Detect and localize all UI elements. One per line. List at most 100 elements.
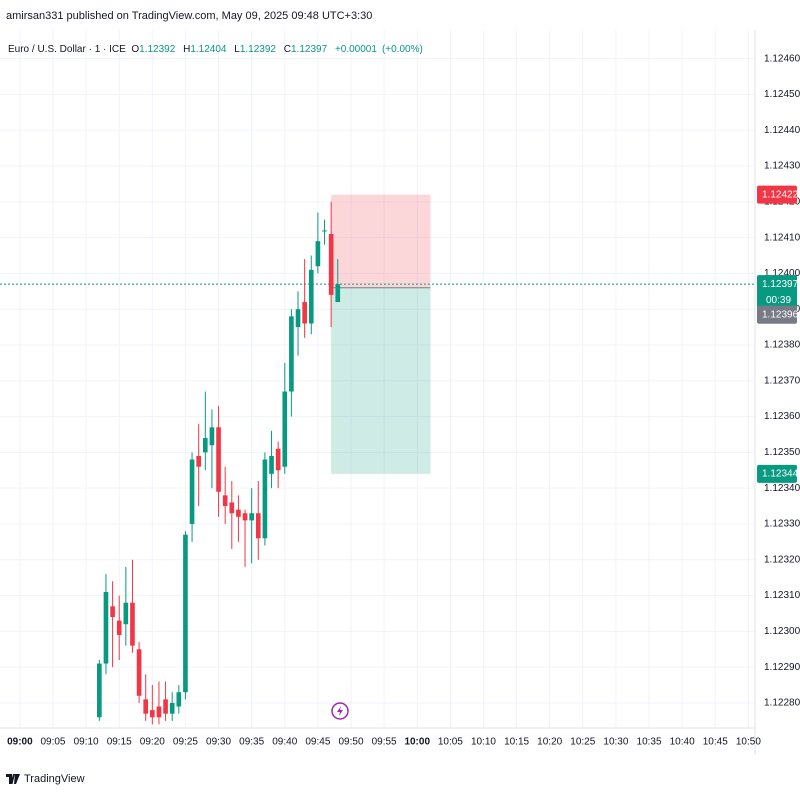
candle-body: [262, 459, 268, 539]
x-tick-label: 10:40: [670, 737, 695, 748]
candle-body: [209, 427, 215, 446]
x-tick-label: 10:20: [537, 737, 562, 748]
candle-body: [242, 513, 248, 521]
c-value: 1.12397: [291, 44, 328, 55]
entry-price-label: 1.12396: [762, 309, 799, 320]
o-value: 1.12392: [139, 44, 176, 55]
candle-body: [169, 702, 175, 714]
y-tick-label: 1.12300: [764, 626, 800, 637]
x-tick-label: 09:20: [140, 737, 165, 748]
c-key: C: [283, 44, 291, 55]
y-tick-label: 1.12320: [764, 554, 800, 565]
candle-body: [295, 309, 301, 328]
candle-body: [176, 692, 182, 707]
brand-logo: [6, 774, 20, 784]
x-tick-label: 09:45: [305, 737, 330, 748]
candle-body: [335, 284, 341, 303]
y-tick-label: 1.12370: [764, 375, 800, 386]
brand-name: TradingView: [24, 773, 85, 785]
x-tick-label: 10:25: [570, 737, 595, 748]
x-tick-label: 09:05: [40, 737, 65, 748]
stop-zone: [331, 194, 431, 288]
candle-body: [110, 606, 115, 618]
candle-body: [282, 391, 288, 467]
plot-area: [0, 194, 755, 725]
candle-body: [183, 534, 188, 693]
x-tick-label: 09:00: [7, 737, 33, 748]
y-tick-label: 1.12430: [764, 161, 800, 172]
x-tick-label: 10:00: [404, 737, 430, 748]
candle-body: [229, 502, 235, 514]
x-tick-label: 10:30: [603, 737, 628, 748]
x-tick-label: 10:10: [471, 737, 496, 748]
x-tick-label: 10:45: [703, 737, 728, 748]
candle-body: [189, 459, 195, 524]
x-tick-label: 10:05: [438, 737, 463, 748]
candle-body: [255, 513, 261, 539]
candle-body: [103, 591, 109, 664]
x-tick-label: 09:50: [338, 737, 363, 748]
target-price-label: 1.12344: [762, 468, 799, 479]
x-tick-label: 09:40: [272, 737, 297, 748]
last-price-label-box: [757, 275, 797, 310]
x-tick-label: 10:15: [504, 737, 529, 748]
h-value: 1.12404: [190, 44, 227, 55]
candle-body: [322, 230, 327, 232]
x-tick-label: 10:50: [736, 737, 761, 748]
countdown: 00:39: [766, 295, 791, 306]
y-tick-label: 1.12460: [764, 53, 800, 64]
candle-body: [136, 649, 142, 696]
y-tick-label: 1.12410: [764, 232, 800, 243]
candle-body: [308, 269, 314, 324]
candle-body: [156, 706, 162, 718]
y-tick-label: 1.12340: [764, 483, 800, 494]
target-zone: [331, 287, 431, 474]
candle-body: [328, 234, 334, 295]
symbol: Euro / U.S. Dollar · 1 · ICE: [8, 44, 126, 55]
candle-body: [222, 495, 228, 507]
y-tick-label: 1.12450: [764, 89, 800, 100]
candle-body: [123, 602, 129, 625]
brand: TradingView: [6, 773, 85, 785]
candle-body: [116, 620, 122, 635]
candle-body: [236, 509, 241, 517]
x-tick-label: 09:10: [74, 737, 99, 748]
candle-body: [302, 302, 307, 324]
x-tick-label: 09:25: [173, 737, 198, 748]
candle-body: [143, 699, 149, 714]
y-tick-label: 1.12330: [764, 519, 800, 530]
grid: [0, 30, 755, 728]
event-icon: [331, 702, 349, 720]
x-tick-label: 10:35: [637, 737, 662, 748]
l-value: 1.12392: [239, 44, 276, 55]
candle-body: [150, 710, 155, 718]
candle-body: [163, 699, 168, 714]
candle-body: [315, 241, 321, 267]
candle-body: [130, 602, 135, 646]
candle-body: [97, 663, 102, 718]
y-tick-label: 1.12350: [764, 447, 800, 458]
x-tick-label: 09:15: [107, 737, 132, 748]
o-key: O: [131, 44, 140, 55]
y-tick-label: 1.12440: [764, 125, 800, 136]
y-tick-label: 1.12400: [764, 268, 800, 279]
h-key: H: [183, 44, 191, 55]
last-price-label: 1.12397: [762, 279, 799, 290]
ohlc-legend: Euro / U.S. Dollar · 1 · ICE O1.12392 H1…: [8, 44, 428, 55]
y-tick-label: 1.12310: [764, 590, 800, 601]
l-key: L: [234, 44, 240, 55]
candle-body: [269, 455, 274, 474]
candle-body: [275, 448, 281, 471]
x-tick-label: 09:35: [239, 737, 264, 748]
y-tick-label: 1.12290: [764, 662, 800, 673]
stop-price-label: 1.12422: [762, 189, 799, 200]
candle-body: [216, 427, 221, 492]
candle-body: [289, 316, 294, 392]
x-tick-label: 09:30: [206, 737, 231, 748]
candle-body: [196, 455, 202, 467]
y-tick-label: 1.12280: [764, 698, 800, 709]
publish-info: amirsan331 published on TradingView.com,…: [6, 10, 373, 22]
y-tick-label: 1.12360: [764, 411, 800, 422]
